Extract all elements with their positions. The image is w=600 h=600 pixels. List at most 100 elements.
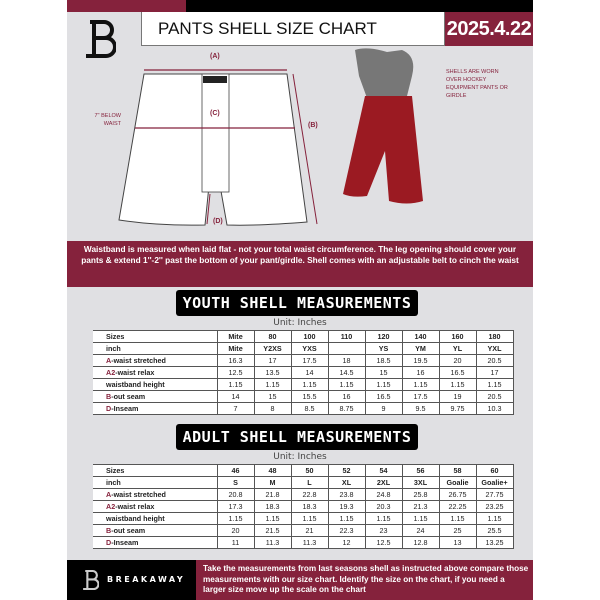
label-a: (A): [210, 53, 220, 60]
table-cell: YL: [438, 342, 477, 355]
measure-label: -Inseam: [111, 537, 139, 547]
table-cell: 9: [364, 402, 403, 415]
table-cell: Goalie+: [475, 476, 514, 489]
table-row: inch Mite Y2XS YXS YS YM YL YXL: [93, 342, 514, 355]
table-cell: 8.5: [290, 402, 329, 415]
table-cell: 50: [290, 464, 329, 477]
row-label: inch: [93, 476, 218, 489]
table-cell: 1.15: [290, 378, 329, 391]
measure-label: -waist relax: [115, 501, 155, 511]
table-cell: 1.15: [216, 512, 255, 525]
measure-key: B: [106, 391, 112, 401]
table-cell: 21.3: [401, 500, 440, 513]
table-cell: 24.8: [364, 488, 403, 501]
label-c: (C): [210, 110, 220, 117]
row-label: waistband height: [93, 378, 218, 391]
table-cell: 7: [216, 402, 255, 415]
label-b: (B): [308, 122, 318, 129]
measure-label: waistband height: [106, 513, 165, 523]
table-cell: 16.5: [364, 390, 403, 403]
table-cell: 80: [253, 330, 292, 343]
table-cell: 23: [364, 524, 403, 537]
table-cell: L: [290, 476, 329, 489]
table-cell: 19.3: [327, 500, 366, 513]
table-row: waistband height 1.15 1.15 1.15 1.15 1.15 1.15…: [93, 378, 514, 391]
measure-key: A: [106, 355, 112, 365]
adult-unit: Unit: Inches: [273, 452, 327, 462]
table-cell: 20.3: [364, 500, 403, 513]
measure-label: inch: [106, 343, 121, 353]
table-cell: [327, 342, 366, 355]
row-label: D-Inseam: [93, 536, 218, 549]
table-cell: 17.5: [290, 354, 329, 367]
adult-title: ADULT SHELL MEASUREMENTS: [176, 424, 418, 450]
table-cell: Mite: [216, 342, 255, 355]
table-cell: S: [216, 476, 255, 489]
measure-key: A: [106, 489, 112, 499]
top-bar: [186, 0, 533, 12]
table-cell: 20.5: [475, 390, 514, 403]
table-cell: 11.3: [290, 536, 329, 549]
youth-unit: Unit: Inches: [273, 318, 327, 328]
table-cell: 10.3: [475, 402, 514, 415]
table-cell: 1.15: [364, 378, 403, 391]
table-cell: 1.15: [216, 378, 255, 391]
table-cell: 110: [327, 330, 366, 343]
table-cell: 17: [253, 354, 292, 367]
measure-label: -waist stretched: [111, 355, 166, 365]
table-cell: 23.8: [327, 488, 366, 501]
table-cell: 25.5: [475, 524, 514, 537]
table-cell: 48: [253, 464, 292, 477]
date-badge: 2025.4.22: [445, 12, 533, 46]
measure-label: Sizes: [106, 465, 125, 475]
table-row: A2-waist relax 12.5 13.5 14 14.5 15 16 16.5 17: [93, 366, 514, 379]
table-cell: 180: [475, 330, 514, 343]
table-cell: 17.5: [401, 390, 440, 403]
table-row: Sizes Mite 80 100 110 120 140 160 180: [93, 330, 514, 343]
row-label: D-Inseam: [93, 402, 218, 415]
table-cell: 1.15: [327, 378, 366, 391]
adult-size-table: Sizes 46 48 50 52 54 56 58 60 inch S M L XL 2XL 3XL Goal…: [93, 464, 514, 549]
table-cell: 60: [475, 464, 514, 477]
row-label: Sizes: [93, 464, 218, 477]
table-cell: 46: [216, 464, 255, 477]
table-cell: 16: [401, 366, 440, 379]
measure-label: -waist stretched: [111, 489, 166, 499]
measure-label: inch: [106, 477, 121, 487]
table-cell: 13.25: [475, 536, 514, 549]
measure-label: -out seam: [111, 525, 146, 535]
table-cell: 20: [438, 354, 477, 367]
table-row: inch S M L XL 2XL 3XL Goalie Goalie+: [93, 476, 514, 489]
table-cell: 2XL: [364, 476, 403, 489]
table-cell: 16.3: [216, 354, 255, 367]
table-cell: 25: [438, 524, 477, 537]
measurement-instructions: Waistband is measured when laid flat - n…: [67, 241, 533, 287]
table-cell: 16: [327, 390, 366, 403]
table-cell: 27.75: [475, 488, 514, 501]
table-row: Sizes 46 48 50 52 54 56 58 60: [93, 464, 514, 477]
breakaway-logo-icon: [86, 20, 116, 58]
table-cell: 14.5: [327, 366, 366, 379]
table-row: A2-waist relax 17.3 18.3 18.3 19.3 20.3 21.3 22…: [93, 500, 514, 513]
table-cell: 1.15: [401, 512, 440, 525]
table-cell: YXS: [290, 342, 329, 355]
table-cell: 56: [401, 464, 440, 477]
table-cell: YM: [401, 342, 440, 355]
footer-instructions: Take the measurements from last seasons …: [196, 560, 533, 600]
table-cell: 22.25: [438, 500, 477, 513]
table-cell: 11.3: [253, 536, 292, 549]
table-cell: 20: [216, 524, 255, 537]
table-row: B-out seam 14 15 15.5 16 16.5 17.5 19 20.5: [93, 390, 514, 403]
table-cell: YS: [364, 342, 403, 355]
table-cell: 18.3: [290, 500, 329, 513]
row-label: B-out seam: [93, 524, 218, 537]
table-cell: 18.3: [253, 500, 292, 513]
row-label: A-waist stretched: [93, 354, 218, 367]
size-chart-page: PANTS SHELL SIZE CHART 2025.4.22 (A) (C)…: [67, 0, 533, 600]
table-cell: 1.15: [438, 512, 477, 525]
page-title: PANTS SHELL SIZE CHART: [141, 12, 445, 46]
table-cell: 160: [438, 330, 477, 343]
table-cell: 19.5: [401, 354, 440, 367]
table-cell: 15: [253, 390, 292, 403]
row-label: Sizes: [93, 330, 218, 343]
